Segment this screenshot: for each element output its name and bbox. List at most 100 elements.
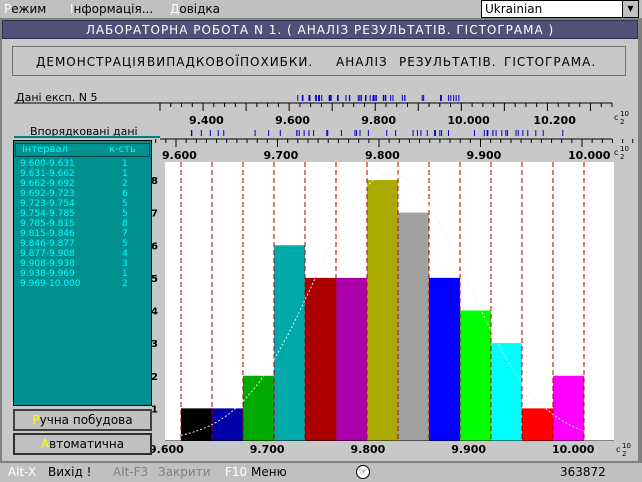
histogram-bar xyxy=(553,375,584,441)
status-bar: Alt-X Вихід ! Alt-F3 Закрити F10 Меню ☞ … xyxy=(0,463,642,482)
histogram-bar xyxy=(274,245,305,441)
menu-help-hotkey: Д xyxy=(170,2,180,16)
top-axis-unit-2: 2 xyxy=(620,118,624,126)
menu-information[interactable]: Інформація... xyxy=(70,1,153,17)
frequency-table-header: інтервал к-сть xyxy=(15,143,150,157)
table-row-count: 1 xyxy=(122,159,128,169)
table-row-count: 8 xyxy=(122,219,128,229)
histogram-bar xyxy=(367,180,398,441)
experiment-data-label: Дані експ. N 5 xyxy=(16,91,98,104)
histogram-bar xyxy=(243,375,274,441)
automatic-build-button[interactable]: Автоматична xyxy=(13,433,152,455)
table-row-count: 1 xyxy=(122,169,128,179)
bottom-axis-unit-10: 10 xyxy=(622,442,631,450)
histogram-bar xyxy=(398,212,429,441)
table-row-count: 5 xyxy=(122,199,128,209)
language-select[interactable]: Ukrainian xyxy=(481,0,639,18)
menu-mode[interactable]: Режим xyxy=(4,1,46,17)
bottom-axis-background xyxy=(151,441,638,461)
y-axis-tick-label: 1 xyxy=(151,404,158,415)
bottom-axis-tick-label: 9.700 xyxy=(250,443,285,456)
table-row-interval: 9.938-9.969 xyxy=(20,269,75,279)
y-axis-tick-label: 8 xyxy=(151,176,158,187)
toolbar-analysis[interactable]: АНАЛІЗ xyxy=(336,55,388,69)
automatic-build-label: втоматична xyxy=(49,437,125,451)
toolbar-errors[interactable]: ПОХИБКИ. xyxy=(240,55,314,69)
histogram-bar xyxy=(491,343,522,441)
table-row-count: 2 xyxy=(122,179,128,189)
table-row-interval: 9.908-9.938 xyxy=(20,259,75,269)
menu-information-label: нформація... xyxy=(73,2,154,16)
toolbar-demonstration[interactable]: ДЕМОНСТРАЦІЯ xyxy=(36,55,147,69)
table-row-interval: 9.631-9.662 xyxy=(20,169,75,179)
table-row-interval: 9.969-10.000 xyxy=(20,279,81,289)
menu-mode-label: ежим xyxy=(11,2,47,16)
menu-information-hotkey: І xyxy=(70,2,74,16)
mid-axis-tick-label: 9.700 xyxy=(264,149,299,162)
frequency-table xyxy=(13,140,152,406)
bottom-axis-tick-label: 9.900 xyxy=(451,443,486,456)
memory-counter: 363872 xyxy=(560,465,606,479)
y-axis-tick-label: 4 xyxy=(151,307,158,318)
top-axis-unit-c: с xyxy=(614,113,618,122)
table-row-interval: 9.662-9.692 xyxy=(20,179,75,189)
bottom-axis-tick-label: 9.800 xyxy=(351,443,386,456)
table-row-interval: 9.877-9.908 xyxy=(20,249,75,259)
y-axis-tick-label: 3 xyxy=(151,339,158,350)
y-axis-tick-label: 6 xyxy=(151,241,158,252)
table-row-interval: 9.846-9.877 xyxy=(20,239,75,249)
y-axis-tick-label: 5 xyxy=(151,274,158,285)
top-axis-tick-label: 9.600 xyxy=(275,114,310,127)
bottom-axis-unit-2: 2 xyxy=(622,450,626,458)
sorted-data-label: Впорядковані дані xyxy=(30,125,138,138)
top-axis-unit-10: 10 xyxy=(620,110,629,118)
mid-axis-unit-2: 2 xyxy=(620,153,624,161)
bottom-axis-tick-label: 9.600 xyxy=(149,443,184,456)
mid-axis-unit-c: с xyxy=(614,148,618,157)
table-row-interval: 9.754-9.785 xyxy=(20,209,75,219)
menu-mode-hotkey: Р xyxy=(4,2,12,16)
menu-help[interactable]: Довідка xyxy=(170,1,220,17)
mid-axis-tick-label: 9.900 xyxy=(467,149,502,162)
histogram-bar xyxy=(181,408,212,441)
menu-help-label: овідка xyxy=(179,2,221,16)
menu-shortcut-label[interactable]: Меню xyxy=(251,465,287,479)
exit-shortcut-key[interactable]: Alt-X xyxy=(8,465,37,479)
table-row-interval: 9.815-9.846 xyxy=(20,229,75,239)
table-row-count: 6 xyxy=(122,189,128,199)
table-row-count: 7 xyxy=(122,229,128,239)
table-row-count: 1 xyxy=(122,269,128,279)
histogram-bar xyxy=(336,277,367,441)
y-axis-tick-label: 7 xyxy=(151,209,158,220)
table-row-interval: 9.600-9.631 xyxy=(20,159,75,169)
exit-shortcut-label[interactable]: Вихід ! xyxy=(48,465,92,479)
bottom-axis-tick-label: 10.000 xyxy=(552,443,595,456)
interval-column-header: інтервал xyxy=(22,144,69,155)
window-title: ЛАБОРАТОРНА РОБОТА N 1. ( АНАЛІЗ РЕЗУЛЬТ… xyxy=(2,20,638,39)
histogram-bar xyxy=(429,277,460,441)
toolbar-results[interactable]: РЕЗУЛЬТАТІВ. xyxy=(399,55,497,69)
table-row-count: 2 xyxy=(122,279,128,289)
count-column-header: к-сть xyxy=(109,144,136,155)
histogram-bar xyxy=(305,277,336,441)
top-axis-tick-label: 10.000 xyxy=(447,114,490,127)
normal-distribution-curve xyxy=(180,173,585,436)
top-axis-tick-label: 9.400 xyxy=(189,114,224,127)
toolbar-random[interactable]: ВИПАДКОВОЇ xyxy=(147,55,240,69)
mid-axis-tick-label: 9.600 xyxy=(162,149,197,162)
manual-build-button[interactable]: Ручна побудова xyxy=(13,409,152,431)
toolbar xyxy=(12,46,626,76)
mid-axis-unit-10: 10 xyxy=(620,145,629,153)
automatic-build-hotkey: А xyxy=(40,437,50,451)
table-row-count: 5 xyxy=(122,209,128,219)
menu-shortcut-key[interactable]: F10 xyxy=(225,465,248,479)
bottom-axis-unit-c: с xyxy=(616,445,620,454)
chevron-down-icon[interactable]: ▼ xyxy=(622,1,638,17)
manual-build-hotkey: Р xyxy=(32,413,40,427)
table-row-count: 4 xyxy=(122,249,128,259)
top-axis-tick-label: 9.800 xyxy=(361,114,396,127)
toolbar-histogram[interactable]: ГІСТОГРАМА. xyxy=(504,55,597,69)
table-row-count: 3 xyxy=(122,259,128,269)
mid-axis-tick-label: 10.000 xyxy=(568,149,611,162)
